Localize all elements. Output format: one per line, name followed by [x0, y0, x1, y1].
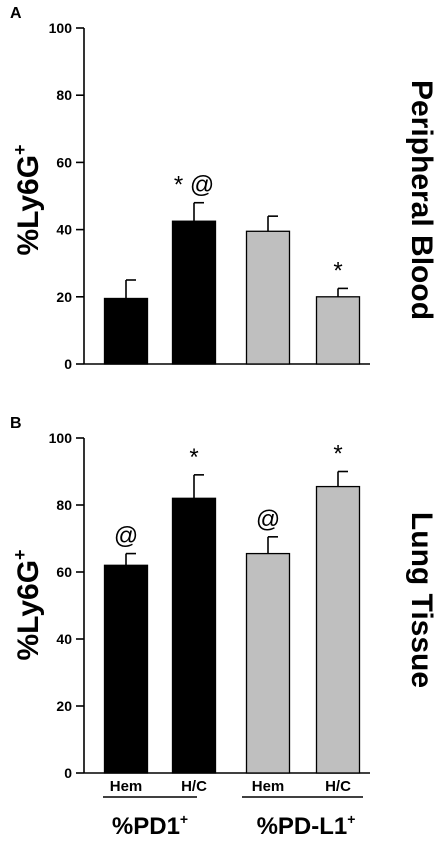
category-label: H/C	[181, 778, 207, 795]
group-label-pdl1: %PD-L1+	[257, 811, 356, 840]
bar	[171, 220, 217, 365]
y-tick-label: 80	[56, 87, 72, 103]
group-labels: %PD1+ %PD-L1+	[103, 796, 363, 840]
panel-side-title: Peripheral Blood	[405, 80, 438, 320]
y-tick-label: 0	[64, 765, 72, 781]
bar	[245, 552, 291, 774]
bar	[103, 297, 149, 365]
significance-annotation: * @	[174, 172, 214, 199]
panel-b: 0 20 40 60 80 100 @ Hem * H/C @ Hem * H/C B %Ly6G+ Lung …	[10, 415, 438, 795]
panel-side-title: Lung Tissue	[405, 512, 438, 688]
category-label: H/C	[325, 778, 351, 795]
bar	[103, 564, 149, 774]
significance-annotation: @	[256, 506, 280, 533]
significance-annotation: *	[189, 444, 198, 471]
y-tick-label: 40	[56, 631, 72, 647]
y-tick-label: 60	[56, 564, 72, 580]
y-tick-label: 100	[49, 430, 73, 446]
bar	[171, 497, 217, 774]
panel-a: 0 20 40 60 80 100 * @ * A %Ly6G+ Peripheral Blood	[10, 5, 438, 372]
significance-annotation: @	[114, 523, 138, 550]
y-tick-label: 20	[56, 698, 72, 714]
panel-letter: B	[10, 415, 22, 432]
y-tick-label: 20	[56, 289, 72, 305]
bar	[315, 296, 361, 365]
y-axis-label: %Ly6G+	[10, 144, 45, 255]
category-label: Hem	[110, 778, 143, 795]
y-tick-label: 0	[64, 356, 72, 372]
panel-letter: A	[10, 5, 22, 22]
y-tick-label: 100	[49, 20, 73, 36]
bar	[245, 230, 291, 365]
y-tick-label: 40	[56, 222, 72, 238]
y-axis-label: %Ly6G+	[10, 549, 45, 660]
group-label-pd1: %PD1+	[112, 811, 188, 840]
y-tick-label: 80	[56, 497, 72, 513]
category-label: Hem	[252, 778, 285, 795]
y-tick-label: 60	[56, 154, 72, 170]
significance-annotation: *	[333, 441, 342, 468]
bar	[315, 485, 361, 774]
significance-annotation: *	[333, 257, 342, 284]
